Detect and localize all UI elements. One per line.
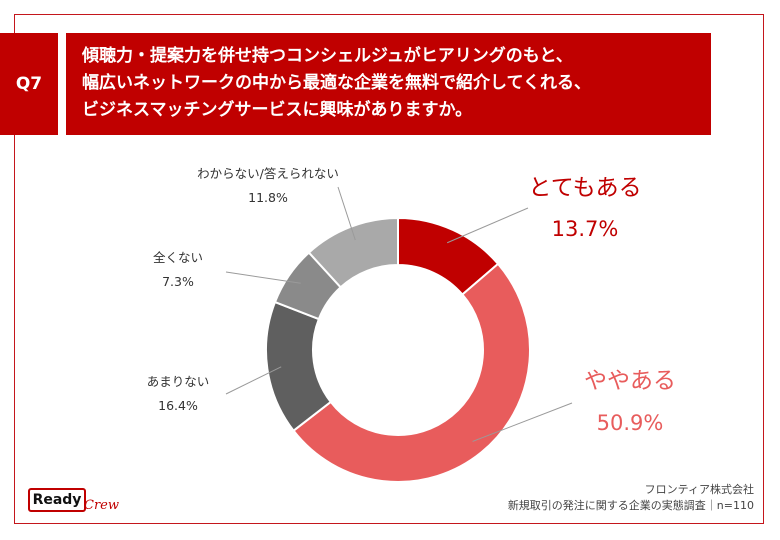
- slice-amari-nai-value: 16.4%: [158, 398, 198, 413]
- slice-mattaku-nai-label: 全くない: [153, 250, 203, 265]
- slice-mattaku-nai-value: 7.3%: [162, 274, 194, 289]
- chart-frame: [14, 14, 764, 524]
- slice-yaya-aru-leader: [472, 402, 573, 442]
- slice-totemo-aru-leader: [446, 207, 529, 244]
- slice-totemo-aru-label: とてもある: [528, 175, 641, 201]
- slice-yaya-aru-label: ややある: [584, 368, 676, 394]
- source-survey: 新規取引の発注に関する企業の実態調査｜n=110: [507, 499, 754, 512]
- slice-yaya-aru-value: 50.9%: [597, 411, 664, 435]
- slice-yaya-aru: [292, 262, 532, 483]
- slice-mattaku-nai-leader: [225, 271, 301, 284]
- slice-amari-nai-label: あまりない: [147, 374, 210, 389]
- slice-wakaranai: [307, 216, 399, 289]
- slice-wakaranai-label: わからない/答えられない: [197, 166, 339, 181]
- question-text: 傾聴力・提案力を併せ持つコンシェルジュがヒアリングのもと、 幅広いネットワークの…: [66, 33, 711, 135]
- slice-totemo-aru-value: 13.7%: [552, 217, 619, 241]
- source-note: フロンティア株式会社 新規取引の発注に関する企業の実態調査｜n=110: [508, 482, 754, 514]
- question-number: Q7: [0, 33, 58, 135]
- source-company: フロンティア株式会社: [644, 483, 754, 496]
- slice-wakaranai-value: 11.8%: [248, 190, 288, 205]
- logo-sub: Crew: [84, 498, 119, 513]
- logo-main: Ready: [28, 488, 86, 512]
- slice-wakaranai-leader: [337, 186, 356, 241]
- slice-amari-nai-leader: [225, 366, 282, 395]
- ready-crew-logo: Ready Crew: [28, 488, 124, 522]
